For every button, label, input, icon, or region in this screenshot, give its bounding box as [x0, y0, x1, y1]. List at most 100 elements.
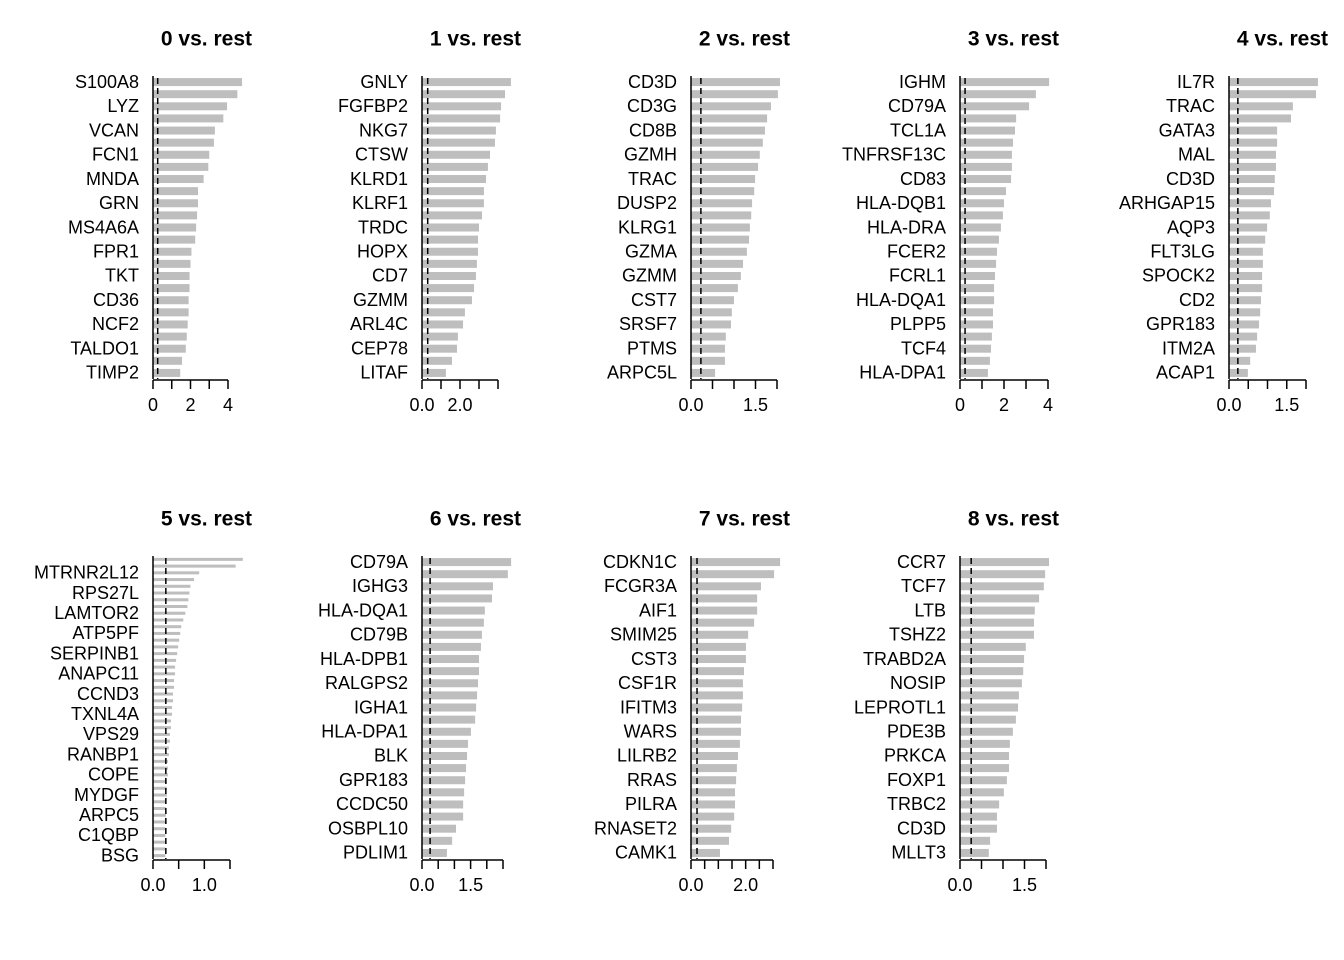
bar	[153, 320, 188, 329]
category-label: ARHGAP15	[1119, 193, 1215, 213]
category-label: TIMP2	[86, 363, 139, 383]
category-label: COPE	[88, 765, 139, 785]
bar	[153, 368, 181, 377]
bar	[960, 642, 1026, 651]
bar	[1229, 356, 1251, 365]
bar	[153, 840, 166, 844]
category-label: IFITM3	[620, 697, 677, 717]
category-label: TRBC2	[887, 794, 946, 814]
bar	[960, 606, 1035, 615]
bar	[153, 102, 228, 111]
bar	[153, 247, 192, 256]
bar	[1229, 320, 1260, 329]
bar	[691, 824, 732, 833]
x-tick-label: 2	[999, 395, 1009, 415]
bar	[422, 102, 502, 111]
bar	[422, 368, 446, 377]
category-label: TALDO1	[70, 338, 139, 358]
category-label: CD2	[1179, 290, 1215, 310]
category-label: LEPROTL1	[854, 697, 946, 717]
bar	[153, 150, 210, 159]
category-label: FCGR3A	[604, 576, 677, 596]
bar	[1229, 90, 1317, 99]
bar	[153, 699, 174, 703]
bar	[153, 854, 166, 858]
bar	[422, 175, 487, 184]
bar	[691, 368, 716, 377]
bar	[960, 570, 1046, 579]
bar	[153, 800, 166, 804]
bar	[691, 126, 765, 135]
x-tick-label: 1.0	[192, 875, 217, 895]
bar	[960, 703, 1019, 712]
x-tick-label: 0.0	[678, 395, 703, 415]
bar	[691, 800, 736, 809]
bar	[153, 705, 172, 710]
bar	[422, 570, 508, 579]
bar	[153, 162, 209, 171]
bar	[422, 308, 465, 317]
bar	[153, 692, 174, 696]
bar	[153, 806, 166, 811]
bar	[153, 235, 196, 244]
category-label: MLLT3	[891, 843, 946, 863]
panel-title: 7 vs. rest	[699, 508, 790, 531]
category-label: IGHM	[899, 72, 946, 92]
category-label: CCND3	[77, 684, 139, 704]
bar	[691, 618, 755, 627]
bar	[960, 751, 1010, 760]
bar	[422, 223, 479, 232]
bar	[153, 259, 191, 268]
bar	[960, 727, 1013, 736]
x-tick-label: 4	[223, 395, 233, 415]
bar	[153, 773, 168, 777]
bar	[153, 564, 236, 568]
bar	[1229, 284, 1263, 293]
bar	[1229, 308, 1261, 317]
category-label: SERPINB1	[50, 643, 139, 663]
category-label: CAMK1	[615, 843, 677, 863]
bar	[153, 578, 195, 582]
bar	[422, 284, 475, 293]
bar	[960, 187, 1006, 196]
bar	[153, 284, 190, 293]
bar	[422, 606, 485, 615]
category-label: MS4A6A	[68, 217, 139, 237]
bar	[422, 642, 481, 651]
category-label: IGHG3	[352, 576, 408, 596]
bar	[422, 618, 484, 627]
category-label: HLA-DRA	[867, 217, 946, 237]
bar	[153, 571, 200, 575]
bar	[153, 78, 243, 87]
category-label: PDLIM1	[343, 843, 408, 863]
x-tick-label: 0	[148, 395, 158, 415]
category-label: FCRL1	[889, 266, 946, 286]
bar	[960, 78, 1050, 87]
bar	[422, 320, 464, 329]
x-tick-label: 1.5	[1274, 395, 1299, 415]
bar	[422, 836, 453, 845]
category-label: GATA3	[1159, 120, 1215, 140]
category-label: TRAC	[1166, 96, 1215, 116]
bar	[691, 235, 750, 244]
bar	[153, 175, 204, 184]
bar	[960, 368, 988, 377]
bar	[960, 582, 1044, 591]
bar	[153, 712, 172, 716]
category-label: CD8B	[629, 120, 677, 140]
category-label: RALGPS2	[325, 673, 408, 693]
bar	[691, 836, 729, 845]
bar	[960, 175, 1012, 184]
bar	[153, 658, 177, 662]
bar	[960, 235, 999, 244]
category-label: CCDC50	[336, 794, 408, 814]
x-tick-label: 0.0	[140, 875, 165, 895]
bar	[691, 751, 739, 760]
bar	[691, 679, 743, 688]
bar	[960, 150, 1012, 159]
bar	[153, 813, 166, 817]
bar	[960, 211, 1003, 220]
x-tick-label: 0.0	[409, 875, 434, 895]
bar	[153, 584, 191, 588]
bar	[1229, 211, 1270, 220]
